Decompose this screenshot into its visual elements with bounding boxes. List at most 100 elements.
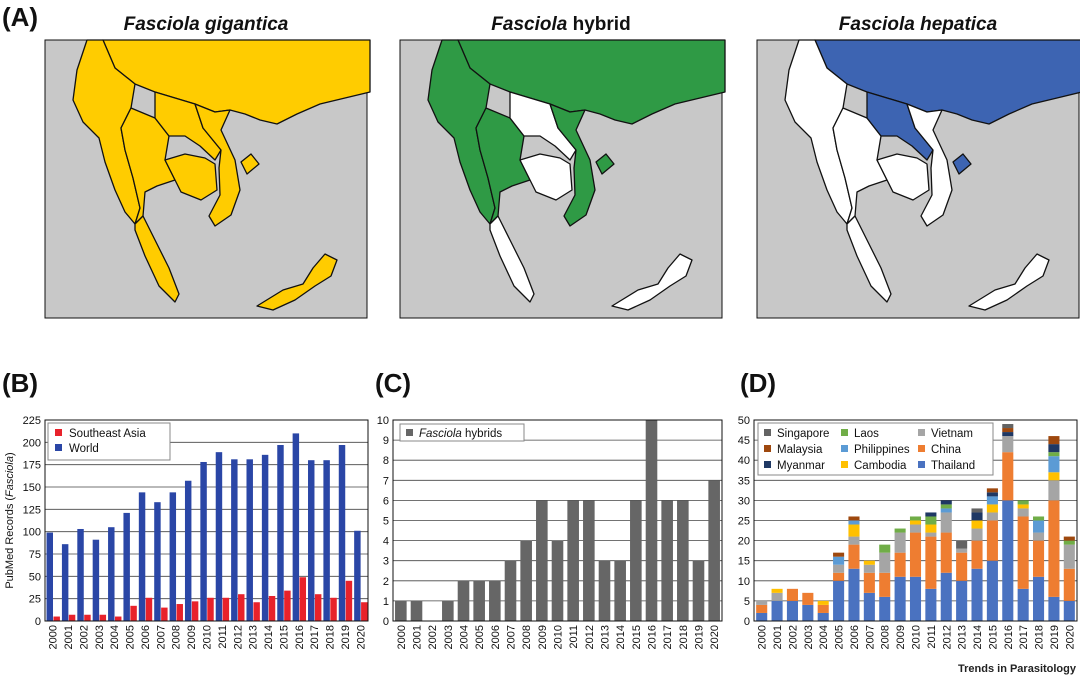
legend-swatch	[55, 444, 62, 451]
y-tick-label: 100	[23, 527, 41, 539]
x-tick-label: 2018	[325, 625, 337, 649]
bar-world	[354, 530, 361, 621]
y-tick-label: 0	[744, 616, 750, 628]
bar-southeast-asia	[268, 595, 276, 621]
bar-malaysia	[833, 552, 845, 557]
bar-philippines	[986, 496, 998, 505]
bar-thailand	[1033, 576, 1045, 621]
bar-thailand	[925, 588, 937, 621]
bar-fasciola-hybrids	[583, 500, 595, 621]
legend-swatch	[764, 461, 771, 468]
map-title: Fasciola hybrid	[491, 14, 630, 35]
bar-thailand	[1002, 500, 1014, 621]
bar-thailand	[786, 600, 798, 621]
region-china	[102, 39, 371, 125]
bar-thailand	[986, 560, 998, 621]
x-tick-label: 2004	[109, 625, 121, 649]
bar-fasciola-hybrids	[614, 560, 626, 621]
x-tick-label: 2017	[662, 625, 674, 649]
bar-malaysia	[1048, 436, 1060, 445]
x-tick-label: 2012	[584, 625, 596, 649]
legend: Southeast Asia World	[47, 422, 171, 461]
bar-myanmar	[925, 512, 937, 517]
bar-southeast-asia	[207, 597, 214, 621]
bar-laos	[1048, 452, 1060, 457]
bar-southeast-asia	[53, 616, 60, 621]
x-tick-label: 2008	[880, 625, 892, 649]
region-laos	[866, 91, 934, 161]
bar-malaysia	[1002, 428, 1014, 433]
bar-southeast-asia	[145, 597, 153, 621]
region-cambodia	[164, 153, 218, 201]
chart-b: 0 25 50 75 100 125 150 175 200 225 2000 2001 2002 200…	[4, 415, 369, 649]
bar-vietnam	[1017, 508, 1029, 517]
bar-cambodia	[817, 600, 829, 605]
bar-world	[261, 454, 269, 621]
legend-swatch	[406, 429, 413, 436]
bar-vietnam	[925, 532, 937, 537]
x-tick-label: 2006	[140, 625, 152, 649]
bar-cambodia	[1048, 472, 1060, 481]
bar-vietnam	[971, 528, 983, 541]
bar-fasciola-hybrids	[551, 540, 564, 621]
bar-cambodia	[986, 504, 998, 513]
bar-fasciola-hybrids	[677, 500, 689, 621]
bar-philippines	[940, 508, 952, 513]
bar-china	[909, 532, 922, 577]
x-tick-label: 2010	[202, 625, 214, 649]
bar-fasciola-hybrids	[410, 600, 423, 621]
x-tick-label: 2000	[396, 625, 408, 649]
region-cambodia	[519, 153, 573, 201]
x-tick-label: 2000	[757, 625, 769, 649]
bar-cambodia	[925, 524, 937, 533]
y-tick-label: 10	[377, 415, 389, 427]
x-tick-label: 2001	[772, 625, 784, 649]
bar-vietnam	[879, 552, 891, 573]
bar-fasciola-hybrids	[692, 560, 705, 621]
bar-southeast-asia	[330, 597, 337, 621]
bar-southeast-asia	[345, 580, 353, 621]
bar-malaysia	[986, 488, 998, 493]
y-tick-label: 2	[383, 576, 389, 588]
x-tick-label: 2013	[600, 625, 612, 649]
bar-southeast-asia	[99, 614, 107, 621]
bar-world	[61, 544, 69, 621]
y-tick-label: 45	[738, 435, 750, 447]
bar-thailand	[817, 612, 829, 621]
y-tick-label: 175	[23, 460, 41, 472]
bar-thailand	[802, 604, 814, 621]
map-title: Fasciola hepatica	[839, 14, 998, 35]
x-tick-label: 2015	[631, 625, 643, 649]
plot-frame	[753, 419, 1078, 622]
y-tick-label: 7	[383, 475, 389, 487]
x-tick-label: 2005	[125, 625, 137, 649]
bar-vietnam	[833, 564, 845, 573]
legend-swatch	[918, 445, 925, 452]
bar-vietnam	[848, 536, 860, 545]
bar-fasciola-hybrids	[473, 580, 485, 621]
x-tick-label: 2007	[864, 625, 876, 649]
bar-china	[1063, 568, 1075, 601]
bar-china	[802, 592, 814, 605]
bar-southeast-asia	[84, 614, 91, 621]
bar-fasciola-hybrids	[630, 500, 642, 621]
bar-philippines	[848, 520, 860, 525]
x-tick-label: 2003	[443, 625, 455, 649]
plot-frame	[392, 419, 723, 622]
legend-box	[757, 422, 994, 476]
map-title-genus: Fasciola	[124, 14, 205, 35]
bar-laos	[909, 516, 922, 521]
bar-world	[169, 492, 177, 621]
x-tick-label: 2008	[171, 625, 183, 649]
x-tick-label: 2019	[340, 625, 352, 649]
bar-malaysia	[1063, 536, 1075, 541]
legend-swatch	[764, 445, 771, 452]
x-tick-label: 2004	[459, 625, 471, 649]
bar-world	[77, 528, 84, 621]
y-tick-label: 10	[738, 576, 750, 588]
x-tick-label: 2003	[803, 625, 815, 649]
bar-philippines	[1033, 520, 1045, 533]
bar-laos	[894, 528, 906, 533]
bar-vietnam	[863, 564, 875, 573]
